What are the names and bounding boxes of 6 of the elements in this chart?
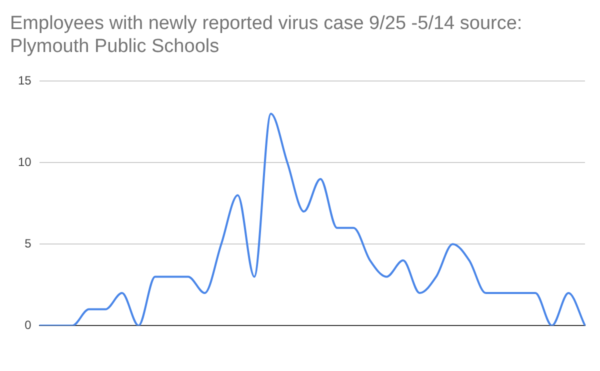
y-tick-label: 15: [18, 74, 32, 88]
line-series: [38, 112, 586, 326]
y-tick-label: 10: [18, 154, 32, 169]
y-tick-label: 5: [24, 236, 32, 250]
chart-title: Employees with newly reported virus case 9/25 -5/14 source: Plymouth Public Schools: [10, 12, 524, 58]
y-tick-label: 0: [24, 318, 32, 332]
